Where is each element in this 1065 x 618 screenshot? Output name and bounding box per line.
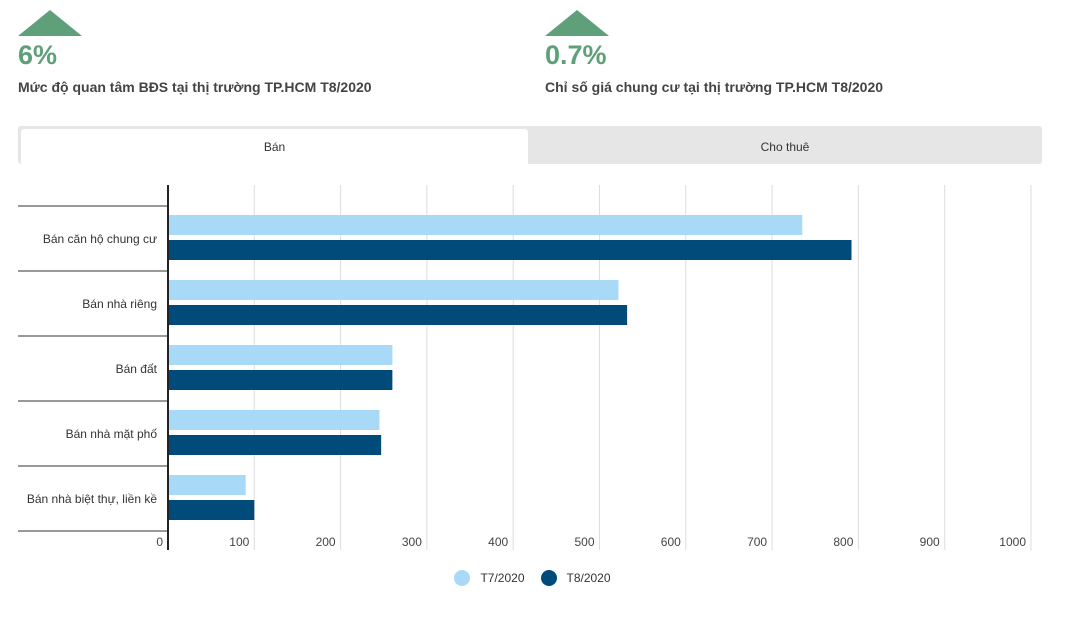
stat-price-index-value: 0.7% — [545, 40, 607, 70]
legend-item-t8[interactable]: T8/2020 — [540, 570, 611, 586]
category-label: Bán căn hộ chung cư — [43, 232, 157, 246]
x-tick-label: 0 — [156, 535, 163, 549]
x-tick-label: 900 — [920, 535, 940, 549]
tab-sell[interactable]: Bán — [21, 129, 528, 164]
x-tick-label: 700 — [747, 535, 767, 549]
bar-t7 — [168, 410, 380, 430]
bar-chart: 0 100 200 300 400 500 600 700 800 900 1000 Bán căn … — [18, 185, 1032, 550]
bar-t7 — [168, 475, 246, 495]
legend-t7-swatch — [454, 570, 471, 586]
x-tick-label: 1000 — [999, 535, 1026, 549]
stat-price-index-label: Chỉ số giá chung cư tại thị trường TP.HC… — [545, 79, 884, 95]
bar-t7 — [168, 215, 803, 235]
legend-t7-label: T7/2020 — [480, 571, 525, 585]
category-label: Bán đất — [116, 362, 158, 376]
trend-up-icon — [18, 10, 82, 36]
trend-up-icon — [545, 10, 609, 36]
tab-bar: Bán Cho thuê — [18, 126, 1042, 164]
category-label: Bán nhà riêng — [82, 297, 157, 311]
category-label: Bán nhà mặt phố — [66, 427, 158, 441]
bar-t8 — [168, 240, 852, 260]
tab-rent[interactable]: Cho thuê — [760, 139, 810, 154]
stat-price-index: 0.7% Chỉ số giá chung cư tại thị trường … — [545, 10, 883, 95]
bar-t8 — [168, 435, 382, 455]
x-tick-label: 300 — [402, 535, 422, 549]
x-tick-label: 600 — [661, 535, 681, 549]
category-label: Bán nhà biệt thự, liền kề — [27, 492, 157, 506]
bar-t7 — [168, 345, 393, 365]
bar-t8 — [168, 500, 255, 520]
bar-t8 — [168, 305, 628, 325]
x-tick-label: 100 — [229, 535, 249, 549]
stat-interest: 6% Mức độ quan tâm BĐS tại thị trường TP… — [18, 10, 372, 95]
legend-t8-swatch — [540, 570, 557, 586]
legend: T7/2020 T8/2020 — [0, 570, 1065, 586]
stat-interest-value: 6% — [18, 40, 58, 70]
legend-item-t7[interactable]: T7/2020 — [454, 570, 525, 586]
x-tick-label: 200 — [316, 535, 336, 549]
legend-t8-label: T8/2020 — [566, 571, 611, 585]
x-tick-label: 800 — [833, 535, 853, 549]
bar-t7 — [168, 280, 619, 300]
stat-interest-label: Mức độ quan tâm BĐS tại thị trường TP.HC… — [18, 79, 372, 95]
x-tick-label: 400 — [488, 535, 508, 549]
bar-t8 — [168, 370, 393, 390]
x-tick-label: 500 — [574, 535, 594, 549]
